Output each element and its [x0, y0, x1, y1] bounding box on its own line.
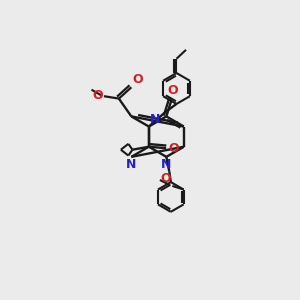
- Text: O: O: [133, 73, 143, 86]
- Text: O: O: [168, 142, 179, 155]
- Text: O: O: [167, 84, 178, 97]
- Text: O: O: [92, 89, 103, 102]
- Text: N: N: [126, 158, 136, 171]
- Text: O: O: [160, 172, 171, 185]
- Text: N: N: [150, 112, 160, 126]
- Text: N: N: [161, 158, 172, 171]
